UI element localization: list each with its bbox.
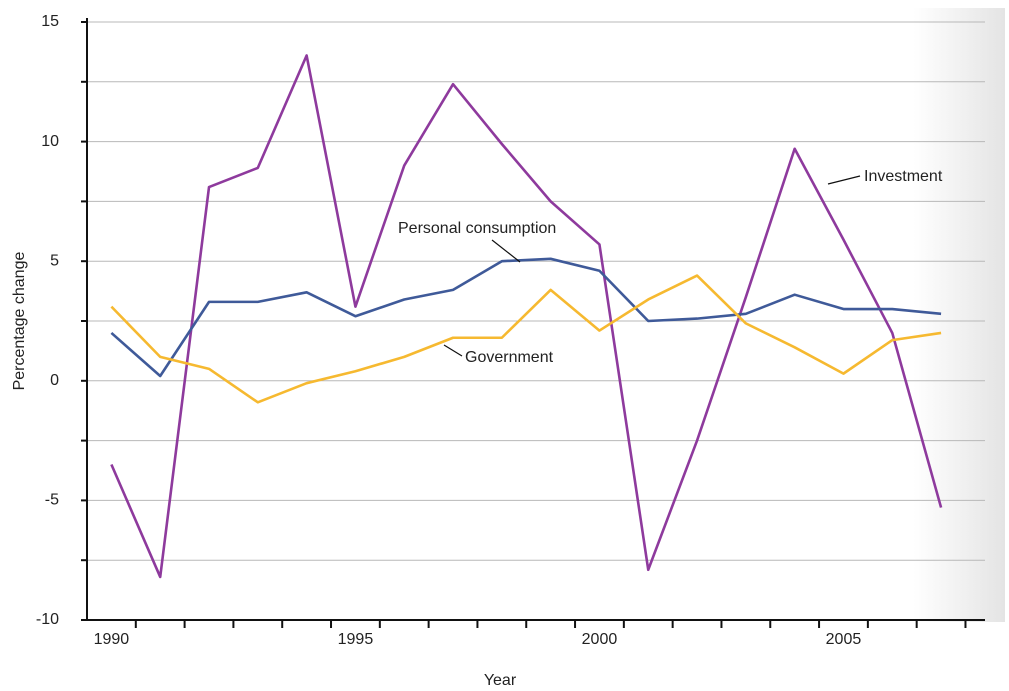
x-tick-label: 1995: [338, 631, 374, 648]
annotation-leader: [443, 344, 463, 357]
y-tick-label: 5: [50, 252, 59, 269]
series-line: [110, 54, 943, 579]
y-tick-label: 10: [41, 133, 59, 150]
series-line: [110, 257, 942, 378]
y-tick-label: -10: [36, 611, 59, 628]
annotation: Personal consumption: [398, 220, 556, 237]
x-tick-label: 2000: [582, 631, 618, 648]
x-tick-label: 1990: [94, 631, 130, 648]
y-tick-label: 0: [50, 372, 59, 389]
grid: [87, 21, 985, 561]
x-tick-label: 2005: [826, 631, 862, 648]
lines: [110, 54, 943, 579]
annotation-leader: [491, 239, 521, 263]
y-axis-label: Percentage change: [11, 252, 28, 391]
series-line: [110, 274, 942, 404]
y-tick-label: 15: [41, 13, 59, 30]
annotation: Government: [465, 349, 554, 366]
y-tick-label: -5: [45, 492, 59, 509]
annotation: Investment: [864, 168, 943, 185]
plot-background: [87, 8, 1005, 622]
x-axis-label: Year: [484, 672, 517, 689]
annotation-leader: [827, 175, 861, 185]
